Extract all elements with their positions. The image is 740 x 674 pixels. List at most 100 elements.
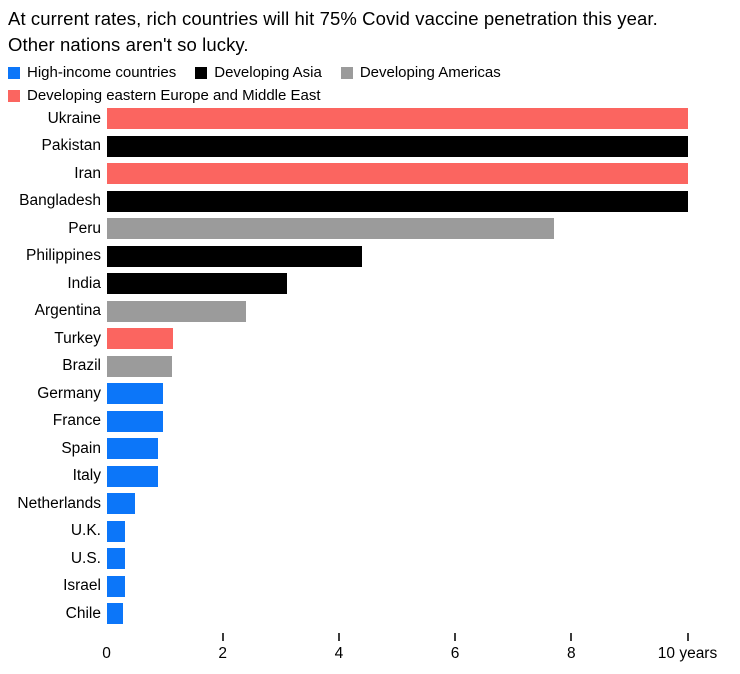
axis-tick-label: 0 (102, 645, 111, 662)
bar (106, 245, 363, 267)
country-label: Israel (63, 577, 101, 595)
bar-track (106, 520, 740, 542)
bar-track (106, 438, 740, 460)
bar (106, 300, 246, 322)
chart-row: Chile (0, 600, 740, 628)
chart-title-line-1: At current rates, rich countries will hi… (8, 8, 658, 29)
country-label: Chile (65, 604, 101, 622)
bar-track (106, 245, 740, 267)
country-label: India (67, 274, 101, 292)
country-label: Spain (61, 439, 101, 457)
country-label: Italy (72, 467, 101, 485)
axis-tick-mark (454, 633, 457, 641)
country-label: Pakistan (41, 137, 101, 155)
bar-track (106, 493, 740, 515)
bar-track (106, 328, 740, 350)
bar-track (106, 575, 740, 597)
bar (106, 575, 126, 597)
axis-tick-label: 6 (450, 645, 460, 662)
bar-track (106, 163, 740, 185)
axis-tick-mark (570, 633, 573, 641)
chart-row: Bangladesh (0, 188, 740, 216)
axis-tick-mark (221, 633, 224, 641)
country-label: Iran (74, 164, 101, 182)
bar-track (106, 603, 740, 625)
country-label: Bangladesh (19, 192, 101, 210)
chart-row: Brazil (0, 353, 740, 381)
bar-track (106, 410, 740, 432)
bar (106, 108, 688, 130)
bar-chart: Ukraine Pakistan Iran Bangladesh Peru Philipp… (0, 105, 740, 628)
legend: High-income countries Developing Asia Deve… (8, 61, 520, 107)
bar (106, 603, 123, 625)
bar-track (106, 300, 740, 322)
bar-track (106, 548, 740, 570)
chart-row: Pakistan (0, 133, 740, 161)
chart-row: U.K. (0, 518, 740, 546)
x-axis: 0 2 4 6 8 10 years (102, 633, 717, 671)
legend-swatch-icon (195, 66, 208, 79)
legend-label: Developing Asia (214, 64, 322, 81)
legend-label: Developing Americas (359, 64, 501, 81)
bar (106, 273, 287, 295)
country-label: Brazil (62, 357, 101, 375)
chart-row: Peru (0, 215, 740, 243)
country-label: France (52, 412, 101, 430)
axis-tick-label: 8 (566, 645, 576, 662)
bar (106, 520, 126, 542)
legend-row: Developing eastern Europe and Middle Eas… (8, 84, 520, 107)
bar (106, 410, 163, 432)
chart-row: Germany (0, 380, 740, 408)
legend-swatch-icon (8, 66, 20, 79)
bar (106, 355, 173, 377)
axis-tick-mark (686, 633, 689, 641)
country-label: Peru (68, 219, 101, 237)
chart-row: Spain (0, 435, 740, 463)
chart-row: Israel (0, 573, 740, 601)
chart-row: France (0, 408, 740, 436)
bar (106, 383, 163, 405)
axis-tick-label: 10 years (657, 645, 718, 662)
chart-row: Philippines (0, 243, 740, 271)
bar (106, 493, 135, 515)
legend-item: High-income countries (8, 64, 176, 81)
bar-track (106, 355, 740, 377)
bar (106, 548, 126, 570)
legend-swatch-icon (8, 89, 20, 102)
bar (106, 328, 174, 350)
legend-item: Developing Americas (340, 64, 501, 81)
country-label: Ukraine (47, 109, 101, 127)
bar-track (106, 273, 740, 295)
bar-track (106, 135, 740, 157)
bar-track (106, 218, 740, 240)
country-label: Turkey (54, 329, 101, 347)
bar (106, 135, 688, 157)
legend-item: Developing eastern Europe and Middle Eas… (8, 87, 321, 104)
bar (106, 465, 159, 487)
country-label: Argentina (34, 302, 101, 320)
legend-row: High-income countries Developing Asia Deve… (8, 61, 520, 84)
chart-title: At current rates, rich countries will hi… (8, 6, 734, 57)
bar-track (106, 465, 740, 487)
bar (106, 438, 159, 460)
bar-track (106, 108, 740, 130)
chart-row: India (0, 270, 740, 298)
bar (106, 218, 554, 240)
bar (106, 163, 688, 185)
bar-track (106, 383, 740, 405)
chart-row: Iran (0, 160, 740, 188)
chart-row: U.S. (0, 545, 740, 573)
chart-row: Argentina (0, 298, 740, 326)
chart-title-line-2: Other nations aren't so lucky. (8, 33, 249, 55)
country-label: Philippines (26, 247, 101, 265)
legend-label: Developing eastern Europe and Middle Eas… (27, 87, 321, 104)
axis-tick-label: 2 (218, 645, 227, 662)
legend-item: Developing Asia (195, 64, 322, 81)
legend-swatch-icon (340, 66, 353, 79)
legend-label: High-income countries (27, 64, 177, 81)
chart-row: Turkey (0, 325, 740, 353)
chart-row: Netherlands (0, 490, 740, 518)
chart-row: Ukraine (0, 105, 740, 133)
bar (106, 190, 688, 212)
